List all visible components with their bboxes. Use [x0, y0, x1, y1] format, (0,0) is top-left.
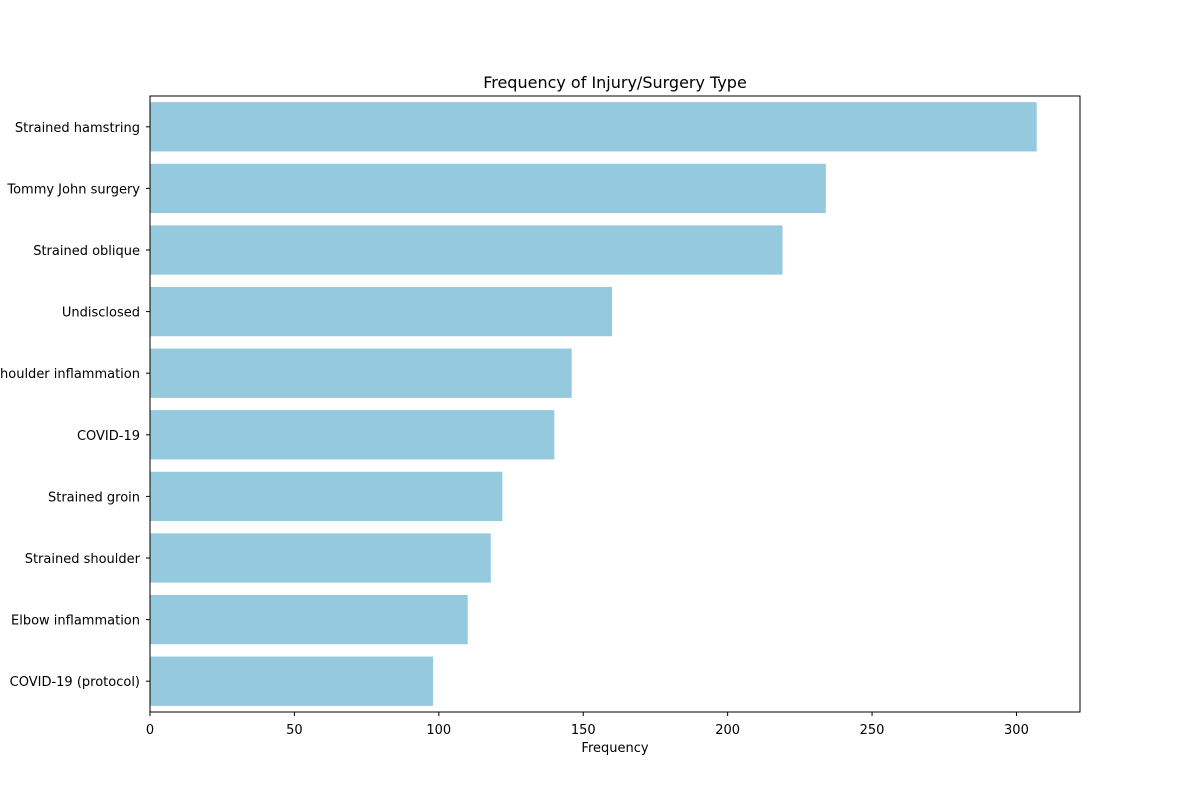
y-tick-label: Strained groin [48, 490, 140, 505]
bar [150, 348, 572, 398]
bar [150, 225, 783, 275]
x-tick-label: 150 [571, 723, 596, 738]
y-tick-label: COVID-19 (protocol) [10, 675, 140, 690]
bar [150, 163, 826, 214]
y-tick-label: Strained hamstring [15, 121, 140, 136]
bar [150, 656, 434, 706]
y-axis-ticks: Strained hamstring Tommy John surgery Stra… [0, 121, 150, 690]
bar [150, 594, 468, 645]
bar [150, 471, 503, 522]
x-tick-label: 200 [715, 723, 740, 738]
y-tick-label: Undisclosed [62, 306, 140, 321]
x-tick-label: 50 [286, 723, 303, 738]
bars-layer [150, 102, 1037, 706]
y-tick-label: Elbow inflammation [11, 614, 140, 629]
bar [150, 533, 491, 583]
chart-title: Frequency of Injury/Surgery Type [483, 73, 747, 92]
bar [150, 102, 1037, 152]
x-axis-ticks: 0 50 100 150 200 250 300 [146, 712, 1029, 738]
plot-frame [149, 95, 1081, 713]
bar [150, 410, 555, 460]
y-tick-label: Tommy John surgery [6, 182, 140, 197]
y-tick-label: Strained shoulder [25, 552, 141, 567]
x-tick-label: 100 [426, 723, 451, 738]
bar [150, 286, 613, 337]
x-tick-label: 250 [860, 723, 885, 738]
x-tick-label: 300 [1004, 723, 1029, 738]
x-axis-label: Frequency [581, 741, 648, 756]
y-tick-label: Strained oblique [33, 244, 140, 259]
x-tick-label: 0 [146, 723, 154, 738]
y-tick-label: COVID-19 [77, 429, 140, 444]
y-tick-label: Shoulder inflammation [0, 367, 140, 382]
